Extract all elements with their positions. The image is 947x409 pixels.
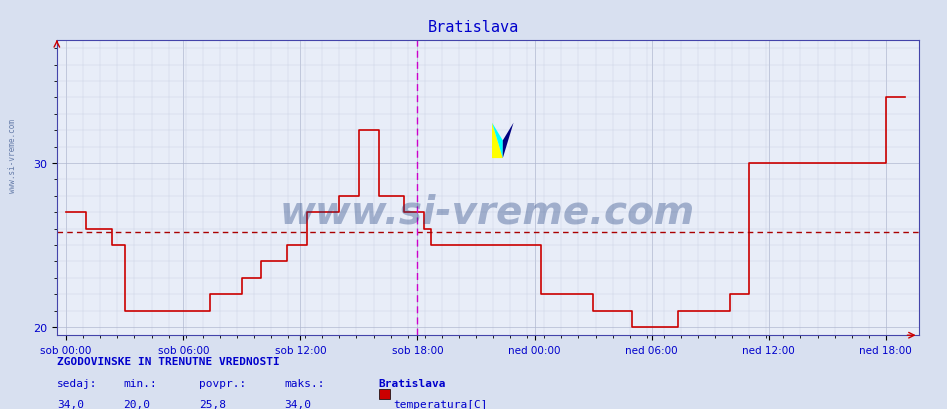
Text: 34,0: 34,0 bbox=[57, 399, 84, 409]
Text: Bratislava: Bratislava bbox=[428, 20, 519, 36]
Text: temperatura[C]: temperatura[C] bbox=[393, 399, 488, 409]
Text: www.si-vreme.com: www.si-vreme.com bbox=[280, 193, 695, 231]
Text: povpr.:: povpr.: bbox=[199, 378, 246, 388]
Text: 34,0: 34,0 bbox=[284, 399, 312, 409]
Text: Bratislava: Bratislava bbox=[379, 378, 446, 388]
Polygon shape bbox=[503, 124, 513, 159]
Text: min.:: min.: bbox=[123, 378, 157, 388]
Text: 25,8: 25,8 bbox=[199, 399, 226, 409]
Text: maks.:: maks.: bbox=[284, 378, 325, 388]
Polygon shape bbox=[492, 124, 503, 159]
Text: www.si-vreme.com: www.si-vreme.com bbox=[8, 119, 17, 192]
Text: 20,0: 20,0 bbox=[123, 399, 151, 409]
Text: ZGODOVINSKE IN TRENUTNE VREDNOSTI: ZGODOVINSKE IN TRENUTNE VREDNOSTI bbox=[57, 356, 279, 366]
Text: sedaj:: sedaj: bbox=[57, 378, 98, 388]
Polygon shape bbox=[492, 124, 503, 159]
